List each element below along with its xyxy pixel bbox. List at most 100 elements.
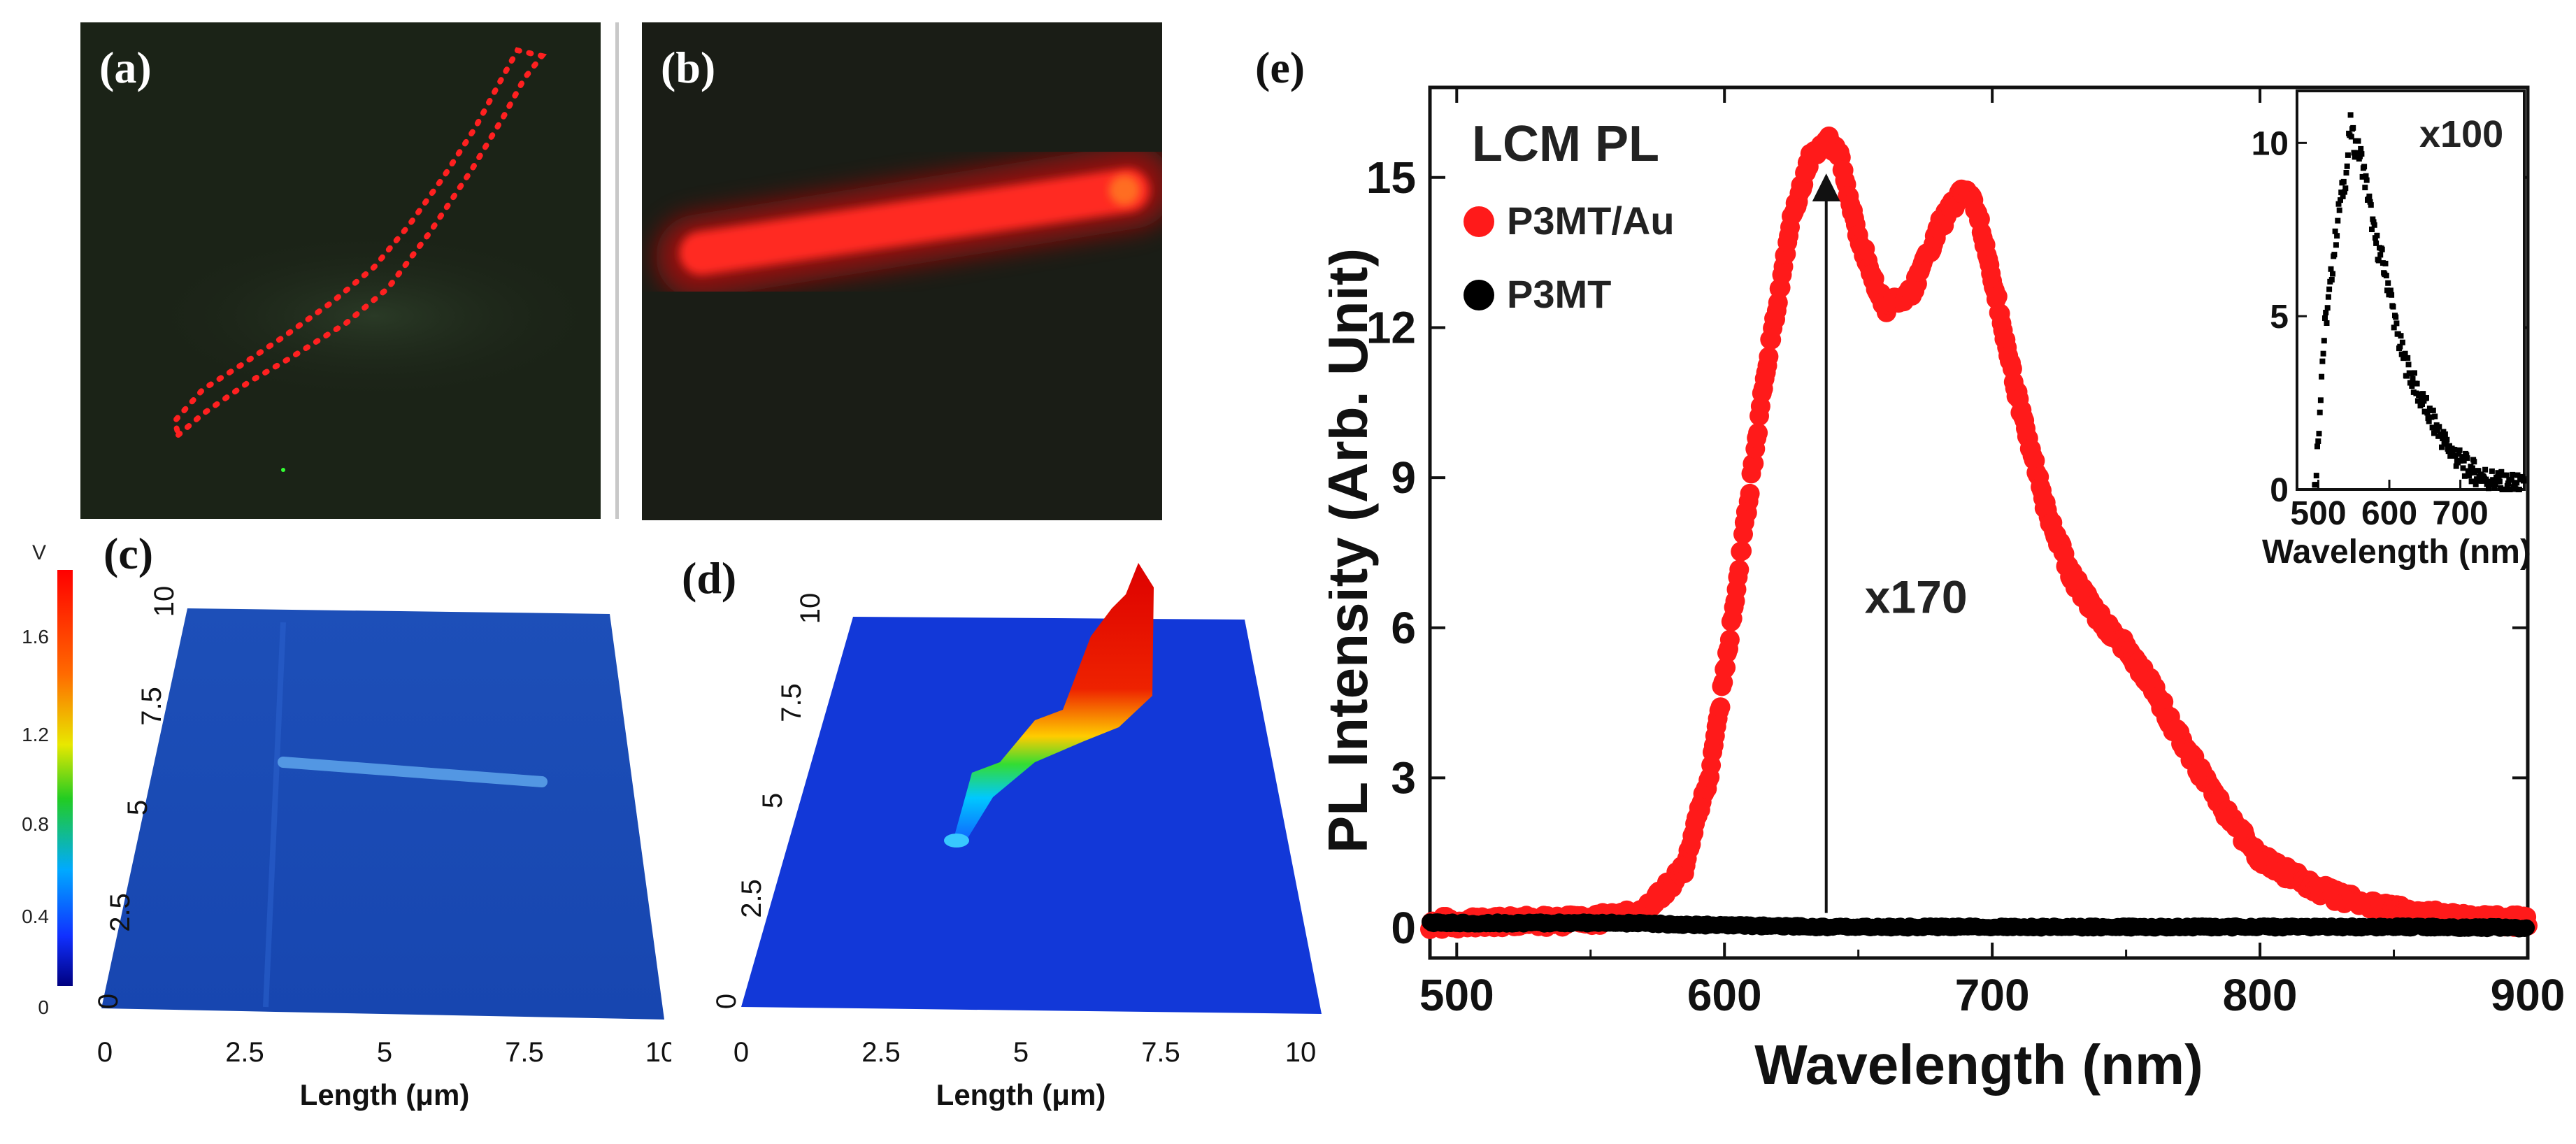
inset-data-point	[2340, 178, 2347, 185]
panel-a-wire-outline	[171, 47, 548, 441]
y-axis-label: PL Intensity (Arb. Unit)	[1329, 248, 1379, 853]
plot-frame	[1428, 85, 2530, 960]
panel-d-xtick: 5	[1013, 1037, 1029, 1068]
inset-data-point	[2354, 150, 2360, 156]
inset-data-point	[2371, 222, 2377, 228]
panel-c-xtick: 7.5	[505, 1037, 544, 1068]
inset-data-point	[2332, 228, 2338, 234]
panel-d-ytick: 2.5	[736, 879, 767, 918]
x-tick-label: 800	[2223, 970, 2298, 1020]
panel-c-xlabel: Length (μm)	[300, 1078, 470, 1111]
inset-data-point	[2456, 451, 2462, 457]
panel-c-scan-stripe	[263, 622, 286, 1008]
inset-data-point	[2335, 217, 2341, 224]
inset-data-point	[2385, 280, 2391, 286]
colorbar-tick: 1.6	[22, 626, 49, 648]
data-point	[1987, 287, 2008, 306]
inset-data-point	[2333, 242, 2339, 248]
inset-data-point	[2369, 227, 2375, 232]
inset-data-point	[2519, 474, 2526, 480]
inset-data-point	[2460, 465, 2466, 471]
inset-data-point	[2473, 481, 2479, 487]
inset-data-point	[2431, 430, 2437, 436]
inset-data-point	[2359, 151, 2365, 157]
inset-data-point	[2468, 478, 2475, 485]
inset-data-point	[2397, 343, 2403, 350]
inset-data-point	[2368, 202, 2374, 208]
panel-d-xtick: 0	[734, 1037, 749, 1068]
inset-data-point	[2459, 454, 2466, 460]
inset-data-point	[2363, 173, 2369, 179]
y-tick-label: 12	[1366, 302, 1416, 352]
panel-d-surface	[741, 617, 1322, 1014]
inset-x-tick-label: 500	[2290, 495, 2346, 532]
panel-c-ytick: 2.5	[105, 893, 136, 932]
panel-e-label: (e)	[1255, 43, 1305, 92]
inset-data-point	[2358, 145, 2364, 152]
inset-data-point	[2320, 350, 2326, 357]
inset-data-point	[2340, 193, 2346, 199]
series-p3mt	[1422, 913, 2535, 938]
inset-data-point	[2374, 232, 2380, 238]
panel-d: 0 2.5 5 7.5 10 0 2.5 5 7.5 10 Length (μm…	[671, 531, 1343, 1144]
inset-data-point	[2344, 163, 2350, 169]
inset-data-point	[2424, 410, 2431, 416]
inset-data-point	[2405, 355, 2411, 361]
inset-data-point	[2389, 292, 2395, 298]
legend-label: P3MT	[1507, 272, 1611, 316]
inset-data-point	[2419, 401, 2425, 407]
inset-data-point	[2412, 370, 2417, 376]
inset-data-point	[2321, 338, 2327, 344]
inset-data-point	[2503, 472, 2510, 478]
x-tick-label: 900	[2491, 970, 2566, 1020]
inset-data-point	[2420, 391, 2426, 397]
panel-c-label: (c)	[103, 529, 154, 578]
panel-d-xtick: 10	[1285, 1037, 1317, 1068]
inset-data-point	[2331, 252, 2338, 258]
panel-d-peak	[954, 563, 1154, 843]
inset-x-axis-label: Wavelength (nm)	[2262, 534, 2531, 571]
x-tick-label: 500	[1419, 970, 1494, 1020]
inset-data-point	[2322, 315, 2328, 321]
inset-data-point	[2510, 471, 2516, 478]
inset-data-point	[2325, 294, 2331, 300]
data-point	[1732, 541, 1752, 561]
legend-marker	[1464, 206, 1494, 237]
inset-data-point	[2452, 453, 2459, 459]
inset-data-point	[2489, 468, 2495, 474]
y-tick-label: 0	[1391, 903, 1416, 953]
panel-a-green-dot	[281, 468, 285, 472]
panel-c-surface	[101, 608, 664, 1020]
inset-data-point	[2328, 277, 2335, 283]
panel-d-ytick: 0	[711, 994, 742, 1009]
panel-a-label: (a)	[99, 43, 152, 92]
inset-data-point	[2498, 469, 2505, 475]
x-tick-label: 600	[1687, 970, 1762, 1020]
panel-b-label: (b)	[661, 43, 716, 92]
colorbar-unit: V	[32, 541, 46, 564]
inset-data-point	[2496, 478, 2503, 485]
inset-data-point	[2375, 257, 2382, 264]
inset-data-point	[2508, 477, 2514, 483]
inset-data-point	[2319, 373, 2325, 380]
colorbar-tick: 0.4	[22, 906, 49, 927]
data-point	[2518, 919, 2535, 936]
y-tick-label: 15	[1366, 152, 1416, 203]
inset-data-point	[2377, 252, 2384, 258]
inset-data-point	[2425, 415, 2431, 422]
inset-data-point	[2475, 468, 2482, 474]
inset-data-point	[2367, 199, 2373, 205]
inset-data-point	[2514, 480, 2520, 486]
inset-data-point	[2343, 170, 2349, 176]
inset-data-point	[2312, 482, 2319, 488]
inset-data-point	[2436, 424, 2442, 430]
inset-data-point	[2366, 193, 2373, 199]
panel-d-ytick: 10	[795, 593, 826, 624]
inset-data-point	[2393, 314, 2399, 320]
data-point	[1719, 629, 1740, 650]
panel-d-ytick: 7.5	[776, 683, 807, 722]
inset-data-point	[2496, 474, 2502, 480]
panel-b-wire	[680, 169, 1150, 275]
panel-c-x-axis: 0 2.5 5 7.5 10	[97, 1037, 676, 1068]
